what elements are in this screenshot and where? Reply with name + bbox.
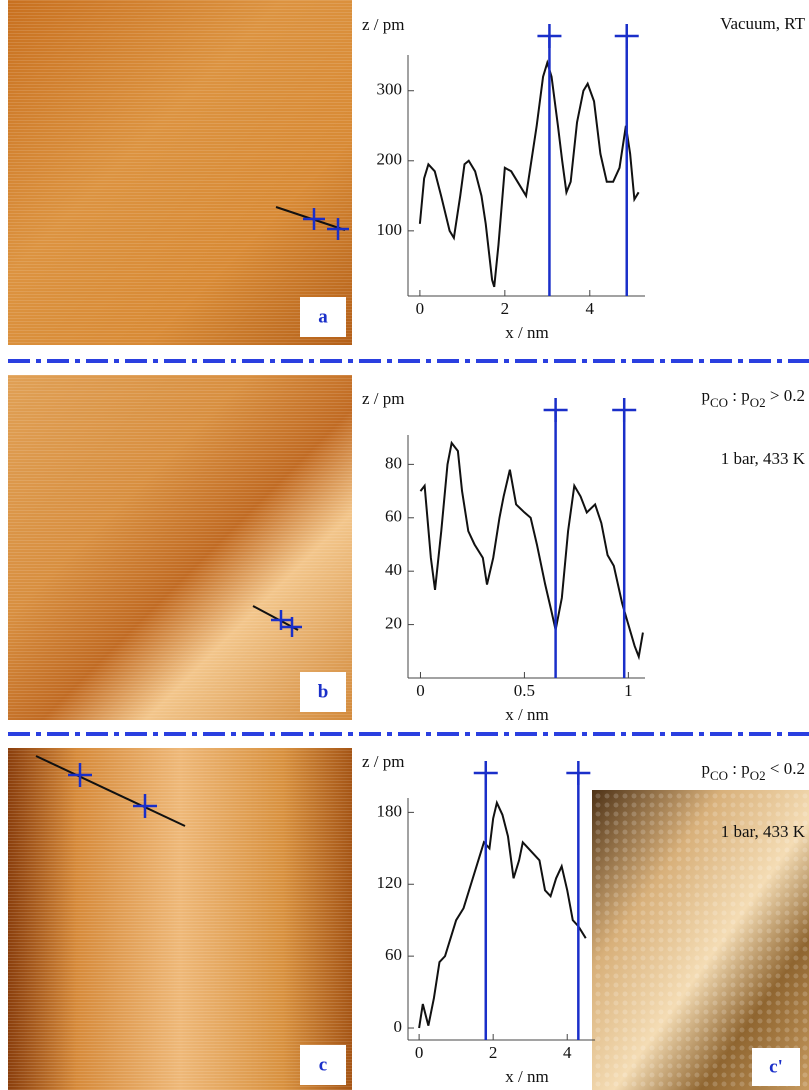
profile-line [419,440,644,661]
cursor-marker [543,398,568,422]
cursor-marker [614,24,639,48]
label-box [300,297,346,337]
x-tick-label: 0 [416,299,425,318]
separator [8,359,809,736]
ratio-part: CO [710,768,728,783]
x-axis-label: x / nm [505,705,548,724]
label-box [752,1048,800,1086]
y-tick-label: 20 [385,613,402,632]
inset-label: c' [769,1056,783,1077]
x-tick-label: 0.5 [514,681,535,700]
condition-ratio: pCO : pO2 < 0.2 [701,759,805,784]
condition: Vacuum, RT [720,14,806,33]
x-tick-label: 1 [624,681,633,700]
ratio-part: p [701,386,710,405]
ratio-part: O2 [750,395,766,410]
y-tick-label: 100 [377,220,403,239]
ratio-part: : p [728,386,750,405]
label-box [300,1045,346,1085]
x-tick-label: 2 [489,1043,498,1062]
y-tick-label: 40 [385,560,402,579]
stm-texture [8,748,352,1090]
condition-ratio: pCO : pO2 > 0.2 [701,386,805,411]
cursor-cross [68,208,349,818]
ratio-part: : p [728,759,750,778]
x-tick-label: 0 [416,681,425,700]
x-tick-label: 4 [586,299,595,318]
x-axis-label: x / nm [505,1067,548,1086]
y-tick-label: 180 [377,801,403,820]
ratio-part: CO [710,395,728,410]
x-tick-label: 2 [501,299,510,318]
x-axis-label: x / nm [505,323,548,342]
panel-label: c [319,1054,327,1075]
panel-label: b [318,681,329,702]
ratio-part: < 0.2 [766,759,805,778]
stm-texture [8,375,352,720]
y-tick-label: 60 [385,507,402,526]
y-axis-label: z / pm [362,752,405,771]
y-tick-label: 80 [385,453,402,472]
x-tick-label: 4 [563,1043,572,1062]
y-axis-label: z / pm [362,15,405,34]
condition: 1 bar, 433 K [721,822,806,841]
ratio-part: > 0.2 [766,386,805,405]
ratio-part: O2 [750,768,766,783]
cursor-marker [612,398,637,422]
inset-texture [592,790,809,1090]
x-tick-label: 0 [415,1043,424,1062]
profile-line [418,799,587,1029]
y-tick-label: 60 [385,945,402,964]
y-tick-label: 0 [394,1017,403,1036]
cursor-marker [566,761,591,785]
cursor-marker [473,761,498,785]
y-tick-label: 200 [377,150,403,169]
stm-texture [8,0,352,345]
y-tick-label: 120 [377,873,403,892]
cursor-marker [537,24,562,48]
ratio-part: p [701,759,710,778]
condition: 1 bar, 433 K [721,449,806,468]
panel-label: a [318,306,328,327]
label-box [300,672,346,712]
y-tick-label: 300 [377,80,403,99]
y-axis-label: z / pm [362,389,405,408]
profile-line [418,59,640,288]
